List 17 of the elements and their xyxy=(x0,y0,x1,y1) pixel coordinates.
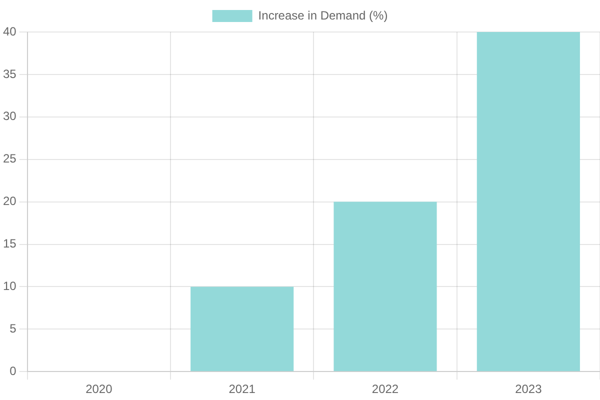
y-tick-label: 0 xyxy=(10,364,17,378)
legend-label: Increase in Demand (%) xyxy=(258,8,388,22)
x-tick-label: 2020 xyxy=(86,382,113,396)
y-tick-label: 5 xyxy=(10,321,17,336)
bar xyxy=(476,32,580,372)
y-tick-label: 20 xyxy=(2,194,17,208)
y-tick-label: 10 xyxy=(2,279,17,294)
x-tick-label: 2021 xyxy=(228,382,256,396)
y-tick-label: 30 xyxy=(2,109,17,124)
y-tick-label: 40 xyxy=(2,24,17,38)
bar xyxy=(334,202,437,372)
x-tick-label: 2022 xyxy=(372,382,399,396)
y-tick-label: 15 xyxy=(2,236,17,251)
y-tick-label: 25 xyxy=(2,152,17,166)
bar xyxy=(190,286,294,372)
y-tick-label: 35 xyxy=(2,66,17,81)
x-tick-label: 2023 xyxy=(515,382,542,396)
